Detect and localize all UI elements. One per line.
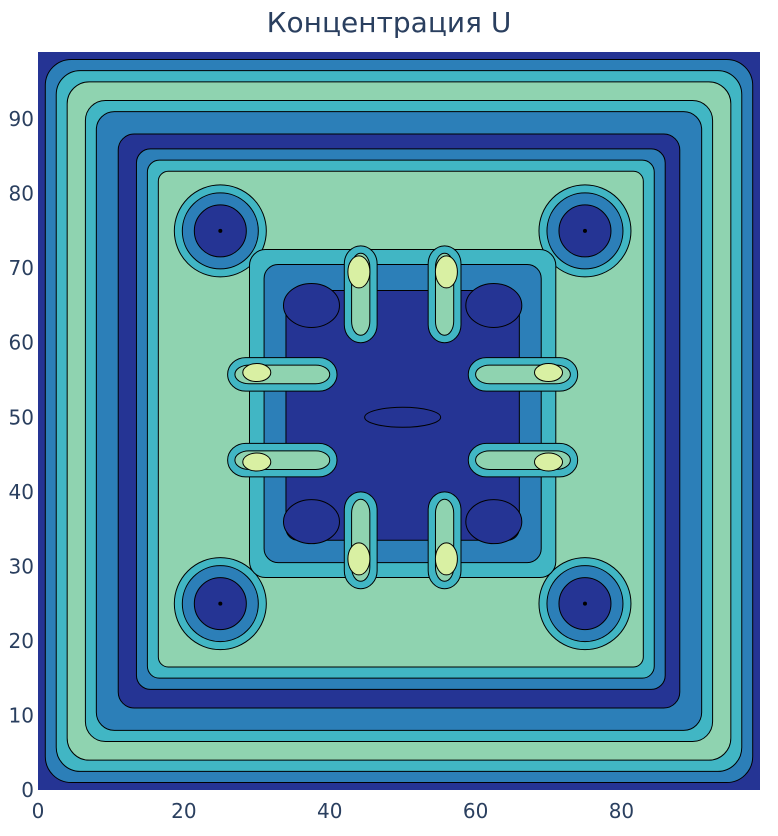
x-axis-ticks: 0 20 40 60 80 bbox=[32, 799, 635, 823]
x-tick-label: 60 bbox=[463, 799, 488, 823]
y-tick-label: 70 bbox=[9, 256, 34, 280]
y-tick-label: 20 bbox=[9, 629, 34, 653]
bright-maximum bbox=[534, 452, 564, 472]
y-tick-label: 40 bbox=[9, 480, 34, 504]
x-tick-label: 80 bbox=[609, 799, 634, 823]
bright-maximum bbox=[347, 542, 371, 576]
chart-title: Концентрация U bbox=[266, 6, 512, 39]
contour-layer bbox=[44, 58, 754, 784]
minimum-dot bbox=[582, 228, 587, 233]
bright-maximum bbox=[434, 255, 458, 289]
y-tick-label: 10 bbox=[9, 703, 34, 727]
dark-blob bbox=[465, 282, 523, 328]
dark-blob bbox=[364, 406, 442, 428]
y-tick-label: 80 bbox=[9, 182, 34, 206]
minimum-dot bbox=[582, 601, 587, 606]
bright-maximum bbox=[534, 363, 564, 383]
bright-maximum bbox=[242, 452, 272, 472]
y-tick-label: 90 bbox=[9, 107, 34, 131]
dark-blob bbox=[282, 282, 340, 328]
x-tick-label: 0 bbox=[32, 799, 45, 823]
bright-maximum bbox=[242, 363, 272, 383]
minimum-dot bbox=[218, 228, 223, 233]
bright-maximum bbox=[347, 255, 371, 289]
y-tick-label: 30 bbox=[9, 554, 34, 578]
dark-blob bbox=[282, 499, 340, 545]
y-axis-ticks: 0 10 20 30 40 50 60 70 80 90 bbox=[9, 107, 34, 802]
x-tick-label: 20 bbox=[171, 799, 196, 823]
y-tick-label: 50 bbox=[9, 405, 34, 429]
x-tick-label: 40 bbox=[317, 799, 342, 823]
dark-blob bbox=[465, 499, 523, 545]
y-tick-label: 60 bbox=[9, 331, 34, 355]
bright-maximum bbox=[434, 542, 458, 576]
y-tick-label: 0 bbox=[21, 778, 34, 802]
minimum-dot bbox=[218, 601, 223, 606]
